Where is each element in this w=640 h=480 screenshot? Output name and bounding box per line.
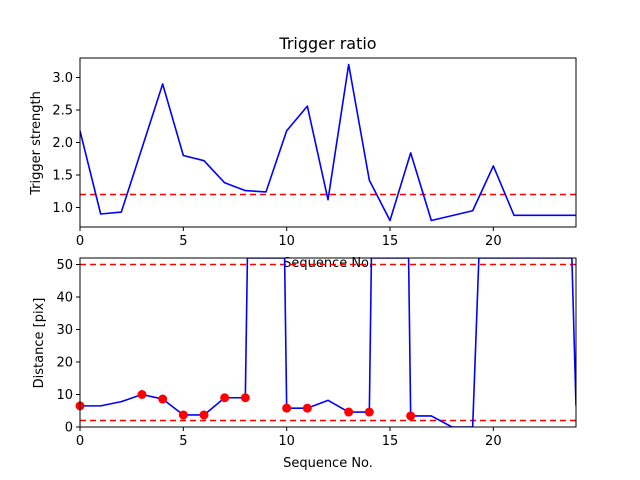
plot1-y-tick-label: 50: [56, 258, 73, 273]
bottom-plot-marks: 0 5 10 15 20 0 10 20 30 40 50: [56, 257, 577, 449]
plot1-x-tick-label: 15: [382, 434, 399, 449]
plot1-x-tick-label: 5: [179, 434, 187, 449]
plot1-y-tick-label: 20: [56, 356, 73, 371]
plot0-x-tick-label: 20: [485, 234, 502, 249]
plot0-y-tick-label: 1.5: [52, 169, 73, 184]
plot1-marker-point: [406, 411, 416, 421]
plot1-marker-point: [178, 410, 188, 420]
plot1-marker-point: [302, 403, 312, 413]
plot1-marker-point: [137, 390, 147, 399]
plot1-y-tick-label: 30: [56, 323, 73, 338]
plot0-y-tick-label: 2.5: [52, 104, 73, 119]
top-plot-xlabel: Sequence No.: [283, 256, 373, 271]
plot0-x-tick-label: 15: [382, 234, 399, 249]
top-plot-marks: 0 5 10 15 20 1.0 1.5 2.0 2.5 3.0: [52, 57, 577, 249]
plot1-x-tick-label: 10: [278, 434, 295, 449]
plot1-marker-point: [344, 407, 354, 417]
plot1-y-tick-label: 40: [56, 291, 73, 306]
plot0-x-tick-label: 0: [76, 234, 84, 249]
plot0-x-tick-label: 5: [179, 234, 187, 249]
plot0-series-line-0: [80, 63, 576, 222]
bottom-plot-xlabel: Sequence No.: [283, 456, 373, 471]
plot0-y-tick-label: 2.0: [52, 136, 73, 151]
plot1-marker-point: [199, 410, 209, 420]
top-plot: Trigger ratio 0 5 10 15 20 1.0 1.5 2.0 2.5 3.0 Se…: [29, 34, 577, 271]
plot1-marker-point: [364, 407, 374, 417]
bottom-plot-ylabel: Distance [pix]: [32, 298, 47, 389]
plot1-y-tick-label: 10: [56, 388, 73, 403]
plot0-x-tick-label: 10: [278, 234, 295, 249]
plot1-axes-frame: [79, 257, 577, 428]
plot1-marker-point: [282, 403, 292, 413]
plot1-x-tick-label: 0: [76, 434, 84, 449]
plot1-marker-point: [158, 394, 168, 404]
plot1-x-tick-label: 20: [485, 434, 502, 449]
plot1-marker-point: [240, 393, 250, 403]
top-plot-ylabel: Trigger strength: [29, 91, 44, 196]
top-plot-title: Trigger ratio: [278, 34, 376, 53]
plot0-data-area: [80, 63, 576, 222]
plot1-y-tick-label: 0: [65, 421, 73, 436]
plot0-y-tick-label: 1.0: [52, 201, 73, 216]
bottom-plot: 0 5 10 15 20 0 10 20 30 40 50 Sequence No. Distanc…: [32, 257, 577, 471]
plot1-marker-point: [220, 393, 230, 403]
plot0-y-tick-label: 3.0: [52, 71, 73, 86]
